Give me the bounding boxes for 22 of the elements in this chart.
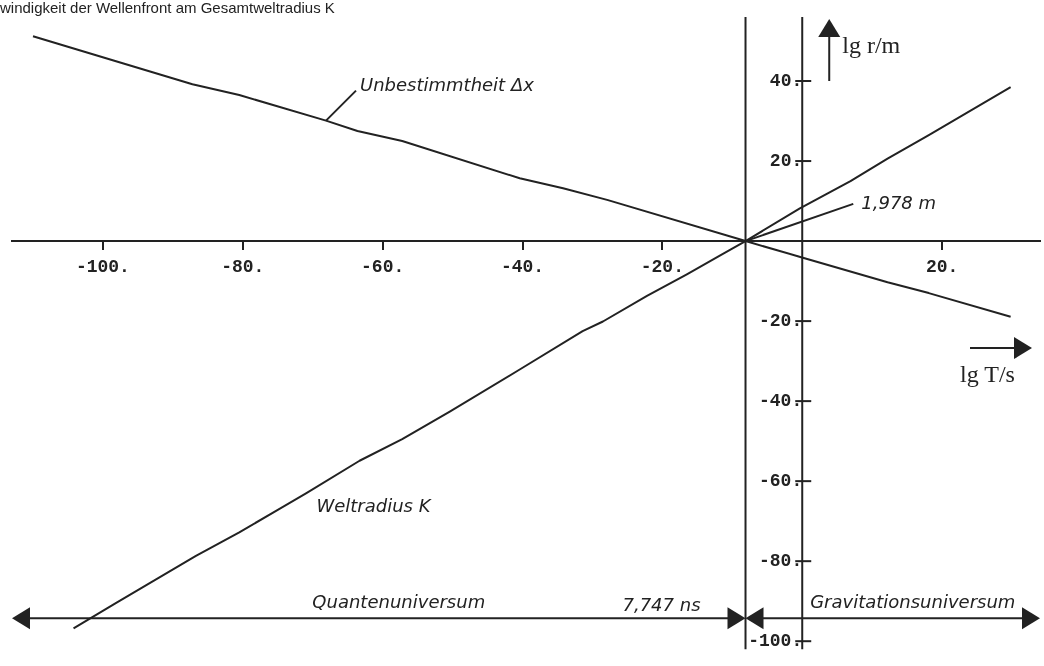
y-axis-title: lg r/m xyxy=(842,32,901,59)
series-label: 1,978 m xyxy=(861,191,937,213)
y-tick-label: -40. xyxy=(759,390,803,411)
y-tick-label: -100. xyxy=(748,630,803,651)
x-tick-label: -100. xyxy=(75,257,130,278)
x-tick-label: -60. xyxy=(361,257,405,278)
annotation: Gravitationsuniversum xyxy=(810,591,1016,613)
y-tick-label: -60. xyxy=(759,470,803,491)
x-tick-label: 20. xyxy=(925,257,959,278)
y-tick-label: 40. xyxy=(769,70,803,91)
x-tick-label: -40. xyxy=(500,257,545,278)
ref-line-label: 7,747 ns xyxy=(622,594,701,616)
x-axis-title: lg T/s xyxy=(960,361,1015,388)
x-tick-label: -20. xyxy=(640,257,684,278)
annotation: Quantenuniversum xyxy=(312,591,486,613)
y-tick-label: -20. xyxy=(759,310,803,331)
series-label: Weltradius K xyxy=(316,494,432,516)
y-tick-label: 20. xyxy=(769,150,803,171)
series-label: Unbestimmtheit Δx xyxy=(359,74,535,96)
chart-title: windigkeit der Wellenfront am Gesamtweltradius K xyxy=(0,0,335,16)
y-tick-label: -80. xyxy=(759,550,803,571)
x-tick-label: -80. xyxy=(221,257,265,278)
